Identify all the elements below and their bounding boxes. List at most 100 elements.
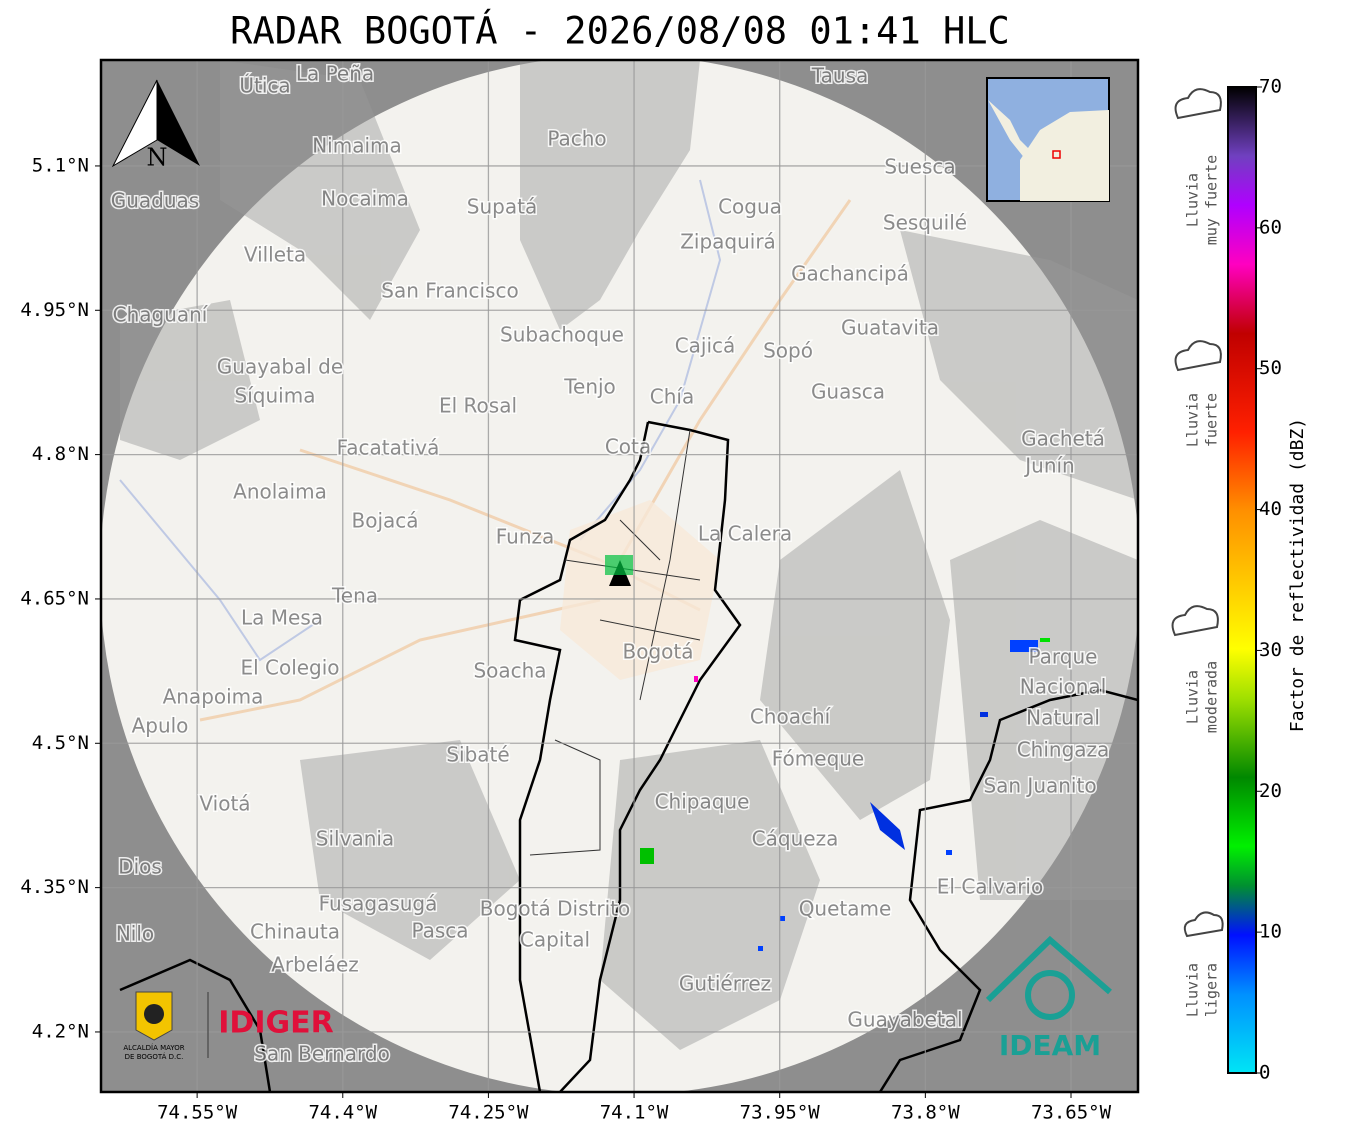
place-label: Anapoima [163, 685, 264, 709]
district-boundary [119, 420, 1138, 1092]
place-label: Zipaquirá [680, 230, 776, 254]
y-tick-label: 4.35°N [20, 876, 89, 898]
x-tick-label: 73.95°W [740, 1102, 821, 1124]
place-label: Chinauta [250, 920, 340, 944]
place-label: Subachoque [500, 323, 624, 347]
idiger-logo: IDIGER [218, 1006, 333, 1041]
radar-echoes [605, 555, 1050, 951]
place-label: Viotá [199, 792, 250, 816]
legend-text: moderada [1203, 661, 1221, 733]
place-label: Capital [520, 928, 590, 952]
colorbar-tick-label: 40 [1259, 498, 1282, 520]
colorbar [1227, 86, 1257, 1074]
y-tick-label: 4.8°N [32, 443, 89, 465]
x-tick-label: 73.65°W [1031, 1102, 1112, 1124]
place-label: Chía [650, 385, 694, 409]
place-label: Pacho [547, 127, 606, 151]
place-label: Funza [496, 525, 555, 549]
x-tick-label: 74.55°W [157, 1102, 238, 1124]
colorbar-tick-label: 70 [1259, 76, 1282, 98]
place-label: Villeta [244, 243, 306, 267]
alcaldia-text: ALCALDÍA MAYOR [123, 1043, 184, 1052]
colorbar-tick-label: 50 [1259, 357, 1282, 379]
colorbar-tick-label: 60 [1259, 216, 1282, 238]
place-label: Facatativá [337, 436, 440, 460]
colorbar-label: Factor de reflectividad (dBZ) [1287, 418, 1308, 732]
place-label: Choachí [750, 705, 832, 729]
alcaldia-logo [135, 991, 209, 1058]
place-label: Guatavita [841, 316, 939, 340]
place-label: Cajicá [675, 334, 736, 358]
place-label: Sesquilé [883, 211, 967, 235]
city [560, 500, 720, 680]
place-label: Cota [605, 435, 651, 459]
place-label: San Juanito [983, 774, 1096, 798]
place-label: La Peña [296, 62, 374, 86]
place-label: Junín [1023, 454, 1074, 478]
y-tick-label: 5.1°N [32, 154, 89, 176]
x-tick-label: 74.4°W [308, 1102, 377, 1124]
place-label: Gachetá [1021, 427, 1105, 451]
place-label: Sibaté [446, 743, 509, 767]
place-label: Guasca [811, 380, 885, 404]
x-tick-label: 74.25°W [448, 1102, 529, 1124]
place-label: Fómeque [772, 747, 865, 771]
colorbar-tick-label: 30 [1259, 639, 1282, 661]
place-label: Natural [1026, 706, 1100, 730]
place-label: Nimaima [312, 134, 402, 158]
place-label: Tenjo [563, 375, 616, 399]
legend-text: Lluvia [1184, 393, 1202, 447]
y-tick-label: 4.95°N [20, 299, 89, 321]
place-label: Nacional [1020, 675, 1107, 699]
legend-text: muy fuerte [1203, 155, 1221, 245]
legend-text: Lluvia [1184, 173, 1202, 227]
place-label: Sopó [763, 339, 813, 363]
place-label: Anolaima [233, 480, 327, 504]
y-tick-label: 4.5°N [32, 732, 89, 754]
place-label: Síquima [235, 384, 316, 408]
title: RADAR BOGOTÁ - 2026/08/08 01:41 HLC [230, 9, 1010, 53]
north-label: N [147, 144, 168, 172]
colorbar-tick-label: 10 [1259, 921, 1282, 943]
place-label: Silvania [316, 827, 394, 851]
weather-icons [1171, 88, 1224, 938]
colorbar-tick-label: 20 [1259, 780, 1282, 802]
place-label: Nocaima [321, 187, 409, 211]
place-label: Quetame [799, 897, 892, 921]
place-label: Suesca [884, 155, 955, 179]
place-label: Arbeláez [271, 953, 359, 977]
place-label: Bojacá [351, 509, 418, 533]
map-frame [99, 58, 1140, 1094]
north-arrow [111, 79, 200, 168]
place-label: El Rosal [439, 394, 517, 418]
place-label: Bogotá Distrito [480, 897, 630, 921]
place-label: Parque [1029, 645, 1098, 669]
place-label: Chipaque [655, 790, 750, 814]
x-tick-label: 74.1°W [600, 1102, 669, 1124]
ideam-text: IDEAM [999, 1029, 1101, 1062]
place-label: Útica [239, 74, 290, 98]
ideam-logo [985, 935, 1112, 1020]
legend-text: fuerte [1203, 393, 1221, 447]
place-label: Guaduas [111, 189, 199, 213]
place-label: Guayabetal [847, 1008, 962, 1032]
y-tick-label: 4.2°N [32, 1020, 89, 1042]
place-label: Dios [118, 855, 162, 879]
place-label: Cáqueza [752, 827, 839, 851]
place-label: Supatá [467, 195, 537, 219]
place-label: Fusagasugá [319, 892, 438, 916]
place-label: La Mesa [241, 606, 323, 630]
place-label: Cogua [718, 195, 782, 219]
y-tick-label: 4.65°N [20, 587, 89, 609]
place-label: San Bernardo [254, 1042, 390, 1066]
place-label: Gachancipá [791, 262, 909, 286]
place-label: Pasca [411, 919, 468, 943]
terrain [120, 60, 1138, 1050]
legend-text: ligera [1203, 963, 1221, 1017]
place-label: Chingaza [1017, 738, 1110, 762]
colorbar-tick-label: 0 [1259, 1062, 1270, 1084]
place-label: Tausa [811, 64, 869, 88]
place-label: Guayabal de [217, 355, 343, 379]
